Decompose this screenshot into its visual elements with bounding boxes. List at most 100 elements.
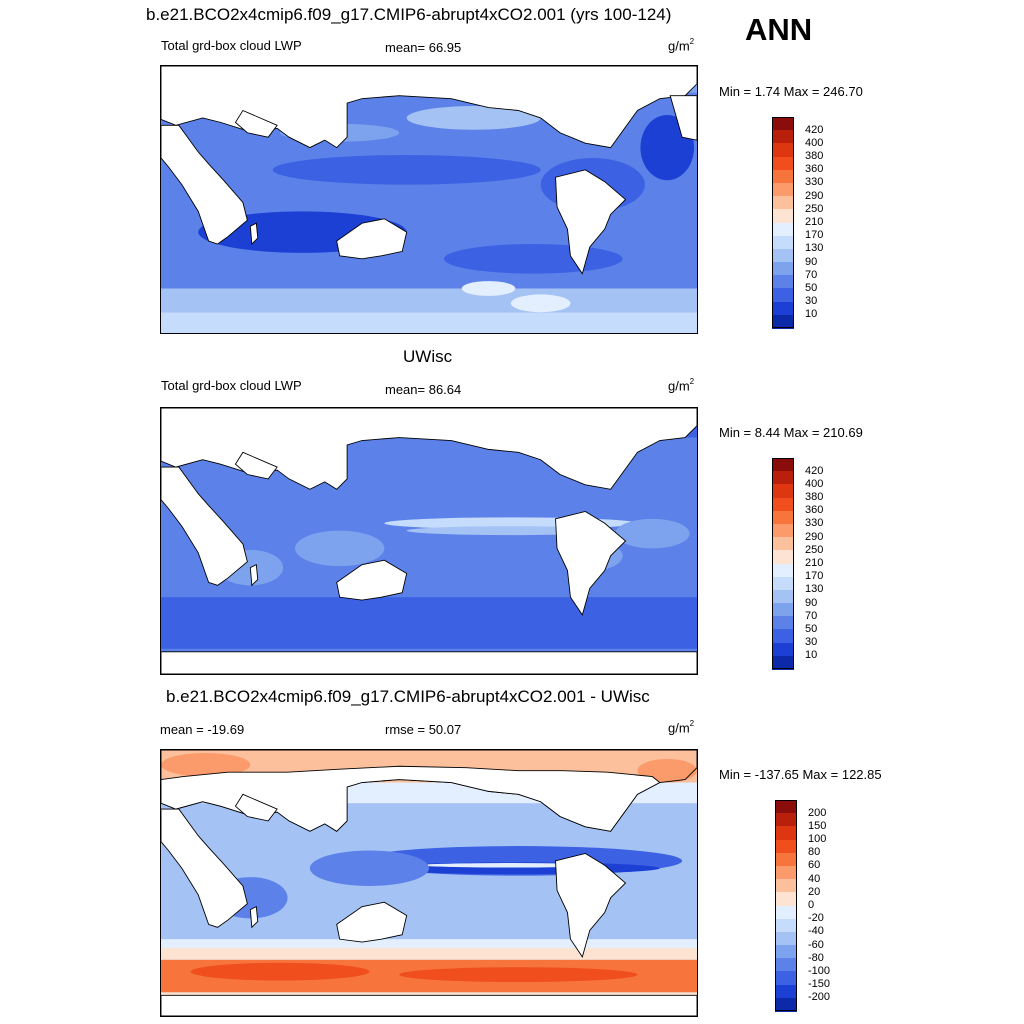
colorbar-swatch [772, 222, 794, 237]
colorbar-swatch [775, 905, 797, 920]
colorbar-tick-label: -20 [808, 912, 824, 925]
colorbar-tick-label: 100 [808, 833, 827, 846]
colorbar-tick-label: 330 [805, 176, 824, 189]
colorbar-tick-label: -100 [808, 964, 831, 977]
colorbar-swatch [772, 484, 794, 499]
colorbar-tick-label: 290 [805, 189, 824, 202]
panel-3-map [160, 749, 698, 1017]
panel-1-minmax: Min = 1.74 Max = 246.70 [719, 84, 863, 99]
colorbar-swatch [772, 655, 794, 670]
colorbar-tick-label: 210 [805, 216, 824, 228]
panel-3-mean-label: mean = -19.69 [160, 722, 245, 737]
panel-3-units: g/m2 [668, 719, 695, 736]
panel-1-mean-label: mean= 66.95 [385, 40, 462, 55]
colorbar-swatch [772, 550, 794, 564]
colorbar-tick-label: 250 [805, 202, 824, 215]
colorbar-swatch [775, 800, 797, 814]
colorbar-swatch [772, 130, 794, 144]
colorbar-swatch [775, 931, 797, 946]
colorbar-tick-label: 420 [805, 464, 824, 477]
colorbar-swatch [775, 826, 797, 841]
colorbar-tick-label: 150 [808, 819, 827, 832]
colorbar-swatch [772, 169, 794, 184]
panel-3-minmax: Min = -137.65 Max = 122.85 [719, 767, 882, 782]
colorbar-tick-label: -200 [808, 991, 831, 1004]
colorbar-swatch [772, 275, 794, 289]
colorbar-tick-label: 170 [805, 229, 824, 242]
colorbar-tick-label: 20 [808, 885, 821, 898]
colorbar-tick-label: 80 [808, 846, 821, 859]
colorbar-tick-label: 210 [805, 557, 824, 569]
colorbar-swatch [772, 576, 794, 591]
colorbar-tick-label: 400 [805, 477, 824, 490]
colorbar-swatch [772, 616, 794, 630]
colorbar-tick-label: -150 [808, 978, 831, 991]
colorbar-tick-label: 90 [805, 255, 818, 268]
colorbar-swatch [775, 813, 797, 827]
panel-1-map [160, 65, 698, 334]
colorbar-swatch [775, 918, 797, 933]
panel-3-rmse-label: rmse = 50.07 [385, 722, 462, 737]
colorbar-swatch [775, 945, 797, 959]
colorbar-swatch [775, 839, 797, 854]
colorbar-tick-label: 330 [805, 517, 824, 530]
colorbar-swatch [775, 971, 797, 986]
colorbar-tick-label: 50 [805, 622, 818, 635]
colorbar-swatch [772, 182, 794, 197]
colorbar-tick-label: 90 [805, 596, 818, 609]
colorbar-tick-label: 10 [805, 308, 818, 321]
colorbar-tick-label: 360 [805, 163, 824, 176]
colorbar-tick-label: -60 [808, 938, 824, 951]
colorbar-swatch [772, 471, 794, 485]
season-label: ANN [745, 12, 813, 47]
colorbar-tick-label: 130 [805, 583, 824, 596]
colorbar-swatch [775, 852, 797, 867]
colorbar-swatch [772, 248, 794, 263]
colorbar-swatch [772, 288, 794, 303]
panel-1-title: b.e21.BCO2x4cmip6.f09_g17.CMIP6-abrupt4x… [146, 5, 672, 24]
colorbar-tick-label: 0 [808, 899, 815, 911]
colorbar-tick-label: 250 [805, 543, 824, 556]
colorbar-swatch [775, 892, 797, 906]
colorbar-tick-label: 380 [805, 150, 824, 163]
colorbar-tick-label: 70 [805, 268, 818, 281]
colorbar-swatch [772, 563, 794, 578]
colorbar-swatch [775, 865, 797, 880]
panel-2-mean-label: mean= 86.64 [385, 382, 462, 397]
colorbar-tick-label: 200 [808, 806, 827, 819]
colorbar-tick-label: -80 [808, 951, 824, 964]
colorbar-swatch [772, 301, 794, 316]
colorbar-swatch [772, 262, 794, 276]
colorbar-swatch [775, 879, 797, 893]
colorbar-swatch [772, 497, 794, 512]
colorbar-tick-label: 60 [808, 859, 821, 872]
panel-2-map [160, 407, 698, 675]
colorbar-swatch [772, 314, 794, 329]
panel-3-title: b.e21.BCO2x4cmip6.f09_g17.CMIP6-abrupt4x… [166, 687, 650, 706]
colorbar-tick-label: 170 [805, 570, 824, 583]
colorbar-swatch [772, 156, 794, 171]
colorbar-swatch [775, 997, 797, 1012]
colorbar-swatch [775, 958, 797, 972]
panel-2-minmax: Min = 8.44 Max = 210.69 [719, 425, 863, 440]
colorbar-swatch [772, 510, 794, 525]
panel-1-variable-label: Total grd-box cloud LWP [161, 38, 302, 53]
colorbar-tick-label: 70 [805, 609, 818, 622]
colorbar-swatch [772, 458, 794, 472]
colorbar-tick-label: 30 [805, 636, 818, 649]
colorbar-tick-label: 420 [805, 123, 824, 136]
colorbar-tick-label: 10 [805, 649, 818, 662]
colorbar-swatch [772, 196, 794, 210]
colorbar-swatch [772, 235, 794, 250]
colorbar-tick-label: -40 [808, 925, 824, 938]
colorbar-tick-label: 50 [805, 281, 818, 294]
colorbar-tick-label: 360 [805, 504, 824, 517]
colorbar-swatch [772, 209, 794, 223]
colorbar-tick-label: 380 [805, 491, 824, 504]
colorbar-tick-label: 40 [808, 872, 821, 885]
panel-2-units: g/m2 [668, 377, 695, 394]
panel-1-units: g/m2 [668, 37, 695, 54]
colorbar-swatch [772, 537, 794, 551]
panel-2-variable-label: Total grd-box cloud LWP [161, 378, 302, 393]
colorbar-swatch [772, 523, 794, 538]
